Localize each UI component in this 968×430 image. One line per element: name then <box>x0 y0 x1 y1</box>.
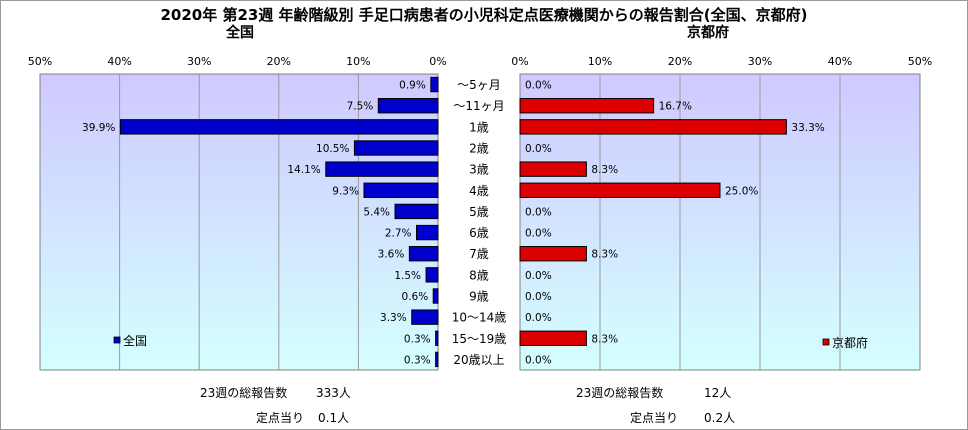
kyoto-tick-label: 10% <box>588 55 612 68</box>
category-label: 15～19歳 <box>452 332 507 346</box>
category-label: 9歳 <box>469 290 489 304</box>
national-total-label: 23週の総報告数 <box>200 386 288 400</box>
kyoto-bar <box>519 330 587 346</box>
national-plot-area <box>39 73 439 371</box>
national-bar <box>119 119 439 135</box>
kyoto-tick-label: 20% <box>668 55 692 68</box>
kyoto-bar <box>519 98 655 114</box>
national-legend-label: 全国 <box>123 333 147 348</box>
kyoto-data-label: 0.0% <box>525 143 552 155</box>
kyoto-legend-swatch <box>822 338 830 346</box>
national-data-label: 2.7% <box>385 228 412 240</box>
kyoto-per-value: 0.2人 <box>704 411 736 425</box>
national-data-label: 1.5% <box>394 270 421 282</box>
national-data-label: 9.3% <box>332 185 359 197</box>
national-data-label: 14.1% <box>287 164 320 176</box>
kyoto-total-label: 23週の総報告数 <box>576 386 664 400</box>
national-bar <box>325 161 439 177</box>
national-tick-label: 10% <box>346 55 370 68</box>
kyoto-data-label: 33.3% <box>791 122 824 134</box>
kyoto-data-label: 0.0% <box>525 354 552 366</box>
national-bar <box>416 224 439 241</box>
category-label: ～11ヶ月 <box>453 99 504 113</box>
national-tick-label: 40% <box>107 55 131 68</box>
category-label: 7歳 <box>469 247 489 261</box>
kyoto-data-label: 0.0% <box>525 80 552 92</box>
national-bar <box>425 267 439 283</box>
national-data-label: 39.9% <box>82 122 115 134</box>
kyoto-total-value: 12人 <box>704 386 732 400</box>
national-bar <box>435 351 439 368</box>
national-legend-swatch <box>113 336 121 344</box>
kyoto-data-label: 8.3% <box>591 333 618 345</box>
kyoto-data-label: 16.7% <box>659 101 692 113</box>
kyoto-tick-label: 0% <box>511 55 528 68</box>
kyoto-data-label: 0.0% <box>525 312 552 324</box>
national-bar <box>411 309 439 325</box>
kyoto-per-label: 定点当り <box>630 411 679 425</box>
kyoto-data-label: 8.3% <box>591 249 618 261</box>
national-bar <box>432 288 439 304</box>
national-data-label: 0.6% <box>402 291 429 303</box>
national-per-label: 定点当り <box>256 411 305 425</box>
national-data-label: 0.9% <box>399 80 426 92</box>
national-bar <box>394 203 439 220</box>
national-data-label: 3.3% <box>380 312 407 324</box>
national-bar <box>377 98 439 114</box>
kyoto-bar <box>519 119 787 135</box>
national-bar <box>353 140 439 156</box>
category-label: 8歳 <box>469 268 489 282</box>
category-label: ～5ヶ月 <box>457 78 501 92</box>
national-tick-label: 20% <box>267 55 291 68</box>
category-label: 1歳 <box>469 120 489 134</box>
national-bar <box>408 246 439 262</box>
category-label: 2歳 <box>469 142 489 156</box>
kyoto-tick-label: 40% <box>828 55 852 68</box>
national-data-label: 5.4% <box>363 206 390 218</box>
category-label: 6歳 <box>469 226 489 240</box>
national-tick-label: 50% <box>28 55 52 68</box>
national-bar <box>430 76 439 93</box>
national-tick-label: 30% <box>187 55 211 68</box>
category-label: 5歳 <box>469 205 489 219</box>
national-data-label: 10.5% <box>316 143 349 155</box>
national-total-value: 333人 <box>316 386 351 400</box>
kyoto-tick-label: 50% <box>908 55 932 68</box>
kyoto-data-label: 0.0% <box>525 291 552 303</box>
national-bar <box>435 330 439 346</box>
national-bar <box>363 182 439 198</box>
national-data-label: 0.3% <box>404 354 431 366</box>
category-label: 10～14歳 <box>452 311 507 325</box>
kyoto-data-label: 0.0% <box>525 270 552 282</box>
kyoto-tick-label: 30% <box>748 55 772 68</box>
kyoto-data-label: 8.3% <box>591 164 618 176</box>
national-tick-label: 0% <box>429 55 446 68</box>
national-per-value: 0.1人 <box>318 411 350 425</box>
kyoto-bar <box>519 161 587 177</box>
category-label: 3歳 <box>469 163 489 177</box>
category-label: 20歳以上 <box>453 353 504 367</box>
chart-title: 2020年 第23週 年齢階級別 手足口病患者の小児科定点医療機関からの報告割合… <box>160 6 808 24</box>
kyoto-data-label: 0.0% <box>525 206 552 218</box>
national-data-label: 3.6% <box>378 249 405 261</box>
kyoto-bar <box>519 182 721 198</box>
kyoto-plot-area <box>519 73 921 371</box>
kyoto-bar <box>519 246 587 262</box>
national-data-label: 0.3% <box>404 333 431 345</box>
kyoto-chart-title: 京都府 <box>687 25 729 41</box>
national-chart-title: 全国 <box>226 25 254 41</box>
kyoto-data-label: 25.0% <box>725 185 758 197</box>
kyoto-legend-label: 京都府 <box>832 335 868 350</box>
kyoto-data-label: 0.0% <box>525 228 552 240</box>
national-data-label: 7.5% <box>347 101 374 113</box>
category-label: 4歳 <box>469 184 489 198</box>
